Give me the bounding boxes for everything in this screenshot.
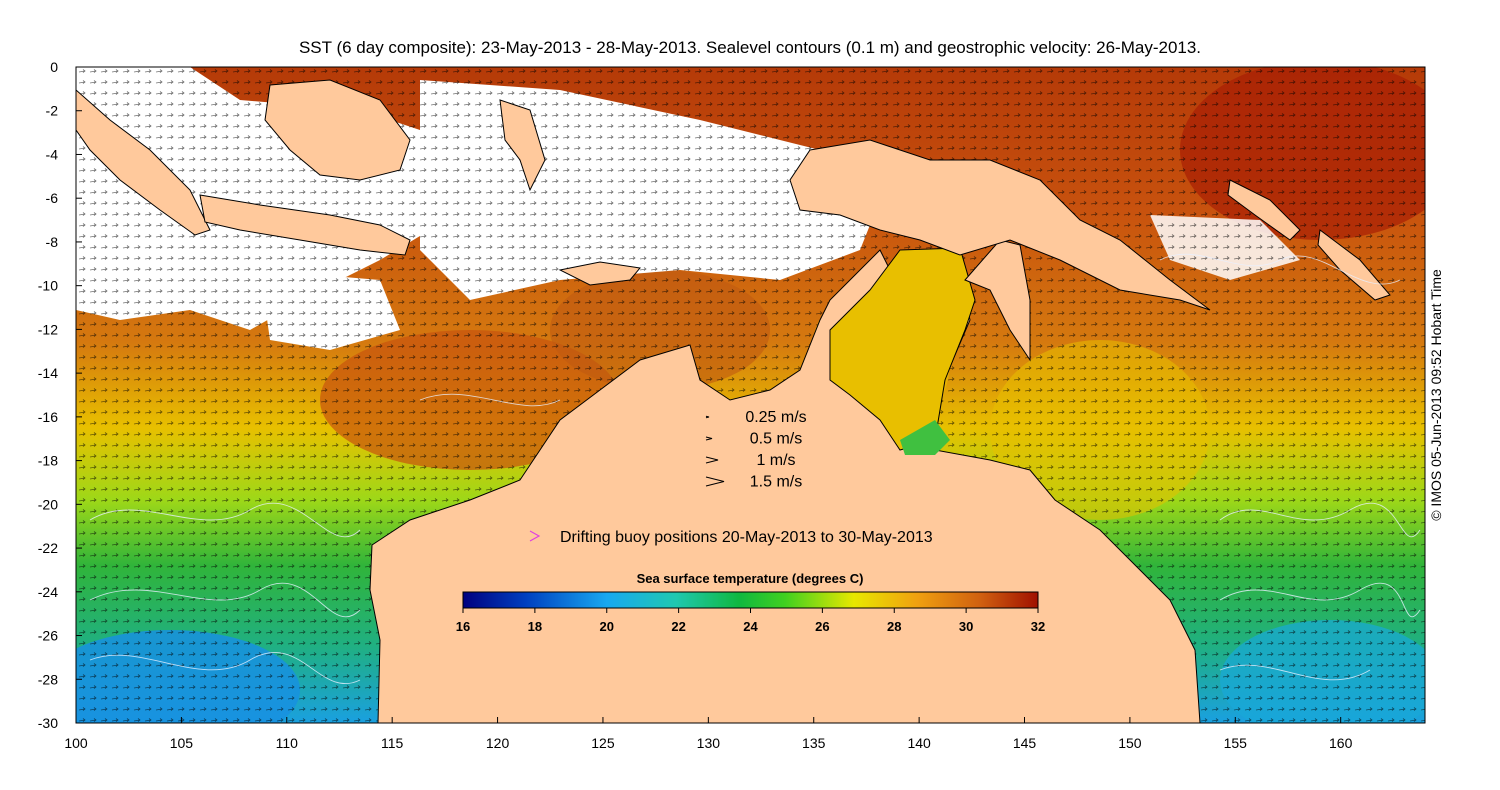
java: [199, 194, 411, 256]
y-tick-label: 0: [50, 59, 58, 75]
colorbar-tick-label: 16: [456, 619, 470, 634]
velocity-legend-label: 0.5 m/s: [750, 431, 802, 448]
colorbar-tick-label: 30: [959, 619, 973, 634]
x-tick-label: 150: [1118, 735, 1142, 751]
velocity-arrow-icon: [705, 476, 725, 487]
velocity-legend-label: 1 m/s: [756, 452, 795, 469]
x-tick-label: 130: [697, 735, 721, 751]
y-tick-label: -28: [38, 671, 58, 687]
velocity-arrow-icon: [705, 415, 710, 419]
y-tick-label: -26: [38, 628, 58, 644]
x-tick-label: 105: [170, 735, 194, 751]
velocity-legend: 0.25 m/s 0.5 m/s 1 m/s 1.5 m/s: [705, 409, 807, 491]
velocity-arrow-icon: [705, 436, 713, 441]
x-tick-label: 155: [1224, 735, 1248, 751]
velocity-legend-label: 1.5 m/s: [750, 474, 802, 491]
y-axis: 0 -2 -4 -6 -8 -10 -12 -14 -16 -18 -20 -22 -24 -26 -28 -…: [38, 59, 82, 731]
map-frame: [75, 66, 1426, 724]
buoy-legend-label: Drifting buoy positions 20-May-2013 to 3…: [560, 529, 933, 546]
new-guinea: [789, 139, 1211, 311]
map-field: [76, 67, 1425, 723]
y-tick-label: -6: [46, 190, 59, 206]
borneo: [264, 79, 411, 181]
colorbar-tick-label: 24: [743, 619, 758, 634]
x-tick-label: 115: [381, 735, 404, 751]
y-tick-label: -22: [38, 540, 58, 556]
buoy-legend: Drifting buoy positions 20-May-2013 to 3…: [529, 529, 933, 546]
y-tick-label: -20: [38, 496, 58, 512]
y-tick-label: -24: [38, 584, 58, 600]
x-tick-label: 140: [907, 735, 931, 751]
solomon-islands: [1227, 179, 1301, 241]
colorbar-tick-label: 20: [600, 619, 614, 634]
sulawesi: [499, 99, 546, 192]
y-tick-label: -14: [38, 365, 58, 381]
x-tick-label: 100: [64, 735, 88, 751]
sumatra: [76, 89, 211, 236]
velocity-arrow-icon: [705, 456, 719, 464]
colorbar: Sea surface temperature (degrees C) 16 18…: [456, 571, 1045, 634]
y-tick-label: -2: [46, 103, 59, 119]
colorbar-title: Sea surface temperature (degrees C): [637, 571, 864, 586]
colorbar-bar: [462, 591, 1039, 609]
sealevel-contours: [89, 253, 1421, 685]
x-tick-label: 125: [591, 735, 615, 751]
credit-text: © IMOS 05-Jun-2013 09:52 Hobart Time: [1428, 269, 1444, 521]
colorbar-tick-label: 18: [528, 619, 542, 634]
colorbar-tick-label: 28: [887, 619, 901, 634]
colorbar-tick-label: 32: [1031, 619, 1045, 634]
buoy-marker-icon: [529, 530, 541, 542]
timor: [558, 261, 641, 286]
y-tick-label: -18: [38, 453, 58, 469]
x-tick-label: 120: [486, 735, 510, 751]
x-axis: 100 105 110 115 120 125 130 135 140 145 150 155 160: [64, 717, 1353, 751]
y-tick-label: -16: [38, 409, 58, 425]
chart-title: SST (6 day composite): 23-May-2013 - 28-…: [298, 38, 1202, 57]
colorbar-ticks: 16 18 20 22 24 26 28 30 32: [456, 608, 1045, 634]
y-tick-label: -8: [46, 234, 59, 250]
x-tick-label: 135: [802, 735, 826, 751]
gulf-of-carpentaria: [829, 247, 976, 451]
velocity-legend-label: 0.25 m/s: [745, 409, 806, 426]
y-tick-label: -4: [46, 146, 59, 162]
x-tick-label: 145: [1013, 735, 1037, 751]
x-tick-label: 110: [276, 735, 299, 751]
x-tick-label: 160: [1329, 735, 1353, 751]
colorbar-tick-label: 26: [815, 619, 829, 634]
y-tick-label: -12: [38, 321, 58, 337]
y-tick-label: -30: [38, 715, 58, 731]
y-tick-label: -10: [38, 278, 58, 294]
colorbar-tick-label: 22: [671, 619, 685, 634]
